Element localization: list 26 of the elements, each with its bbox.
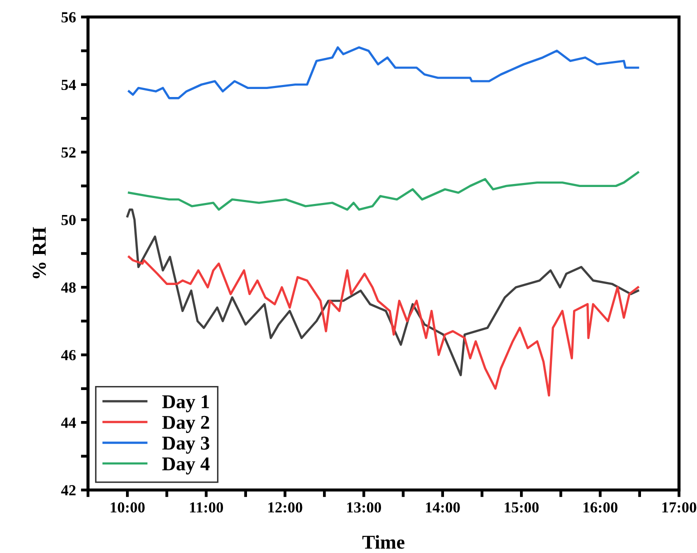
- x-tick-label: 14:00: [426, 502, 460, 513]
- y-tick-label: 46: [61, 350, 76, 360]
- x-tick-label: 12:00: [268, 502, 302, 513]
- y-tick-label: 56: [62, 12, 76, 22]
- line-series: [128, 46, 640, 100]
- y-tick-label: 52: [62, 147, 76, 158]
- x-tick-label: 10:00: [110, 502, 145, 513]
- x-tick-label: 11:00: [190, 502, 224, 513]
- y-tick-label: 50: [62, 214, 76, 226]
- legend-label: Day 2: [162, 416, 210, 433]
- x-axis-title: Time: [362, 535, 404, 549]
- line-series: [128, 171, 640, 211]
- line-series: [128, 256, 640, 397]
- line-series: [126, 208, 640, 376]
- y-tick-label: 44: [61, 418, 76, 428]
- legend-label: Day 4: [162, 457, 210, 474]
- y-tick-label: 48: [61, 282, 76, 293]
- y-tick-label: 54: [62, 80, 76, 90]
- legend-label: Day 3: [162, 436, 210, 454]
- y-tick-label: 42: [61, 485, 76, 496]
- x-tick-label: 17:00: [662, 502, 696, 513]
- legend-label: Day 1: [162, 395, 209, 412]
- y-axis-title: % RH: [32, 227, 46, 278]
- x-tick-label: 15:00: [504, 502, 539, 513]
- x-tick-label: 13:00: [347, 502, 382, 513]
- x-tick-label: 16:00: [584, 502, 618, 513]
